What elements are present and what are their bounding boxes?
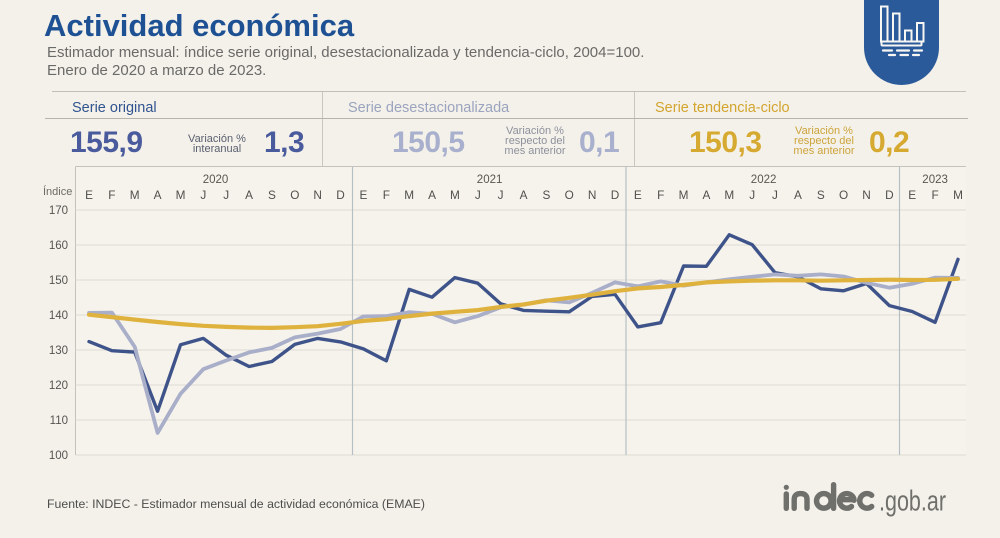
svg-text:A: A [245, 188, 253, 202]
svg-text:J: J [475, 188, 481, 202]
svg-text:A: A [794, 188, 802, 202]
svg-text:M: M [130, 188, 140, 202]
svg-text:J: J [772, 188, 778, 202]
svg-text:A: A [154, 188, 162, 202]
svg-text:110: 110 [50, 415, 68, 427]
svg-text:N: N [862, 188, 871, 202]
svg-text:S: S [268, 188, 276, 202]
svg-text:O: O [290, 188, 299, 202]
svg-text:O: O [839, 188, 848, 202]
svg-text:M: M [404, 188, 414, 202]
svg-text:2021: 2021 [477, 174, 503, 186]
svg-text:M: M [450, 188, 460, 202]
svg-text:Índice: Índice [43, 185, 72, 198]
svg-text:140: 140 [49, 310, 68, 322]
svg-text:150: 150 [49, 275, 68, 287]
svg-text:2022: 2022 [751, 174, 777, 186]
svg-text:N: N [313, 188, 322, 202]
svg-text:D: D [885, 188, 894, 202]
svg-text:A: A [428, 188, 436, 202]
svg-text:E: E [85, 188, 93, 202]
svg-text:J: J [200, 188, 206, 202]
svg-text:O: O [565, 188, 574, 202]
svg-text:M: M [679, 188, 689, 202]
svg-text:F: F [108, 188, 115, 202]
svg-text:170: 170 [49, 205, 68, 217]
svg-text:2023: 2023 [922, 174, 948, 186]
svg-text:120: 120 [49, 380, 68, 392]
svg-text:J: J [498, 188, 504, 202]
svg-text:E: E [634, 188, 642, 202]
svg-text:100: 100 [49, 450, 68, 462]
svg-text:F: F [657, 188, 664, 202]
svg-text:D: D [611, 188, 620, 202]
svg-text:F: F [383, 188, 390, 202]
svg-text:E: E [359, 188, 367, 202]
svg-text:M: M [724, 188, 734, 202]
svg-text:130: 130 [49, 345, 68, 357]
svg-text:D: D [336, 188, 345, 202]
svg-text:M: M [176, 188, 186, 202]
svg-text:F: F [931, 188, 938, 202]
svg-text:J: J [223, 188, 229, 202]
svg-text:S: S [542, 188, 550, 202]
svg-text:A: A [520, 188, 528, 202]
svg-text:M: M [953, 188, 963, 202]
svg-text:N: N [588, 188, 597, 202]
svg-text:S: S [817, 188, 825, 202]
svg-text:.gob.ar: .gob.ar [879, 486, 946, 518]
svg-text:160: 160 [49, 240, 68, 252]
svg-text:J: J [749, 188, 755, 202]
svg-text:A: A [702, 188, 710, 202]
svg-text:2020: 2020 [203, 174, 229, 186]
svg-text:E: E [908, 188, 916, 202]
